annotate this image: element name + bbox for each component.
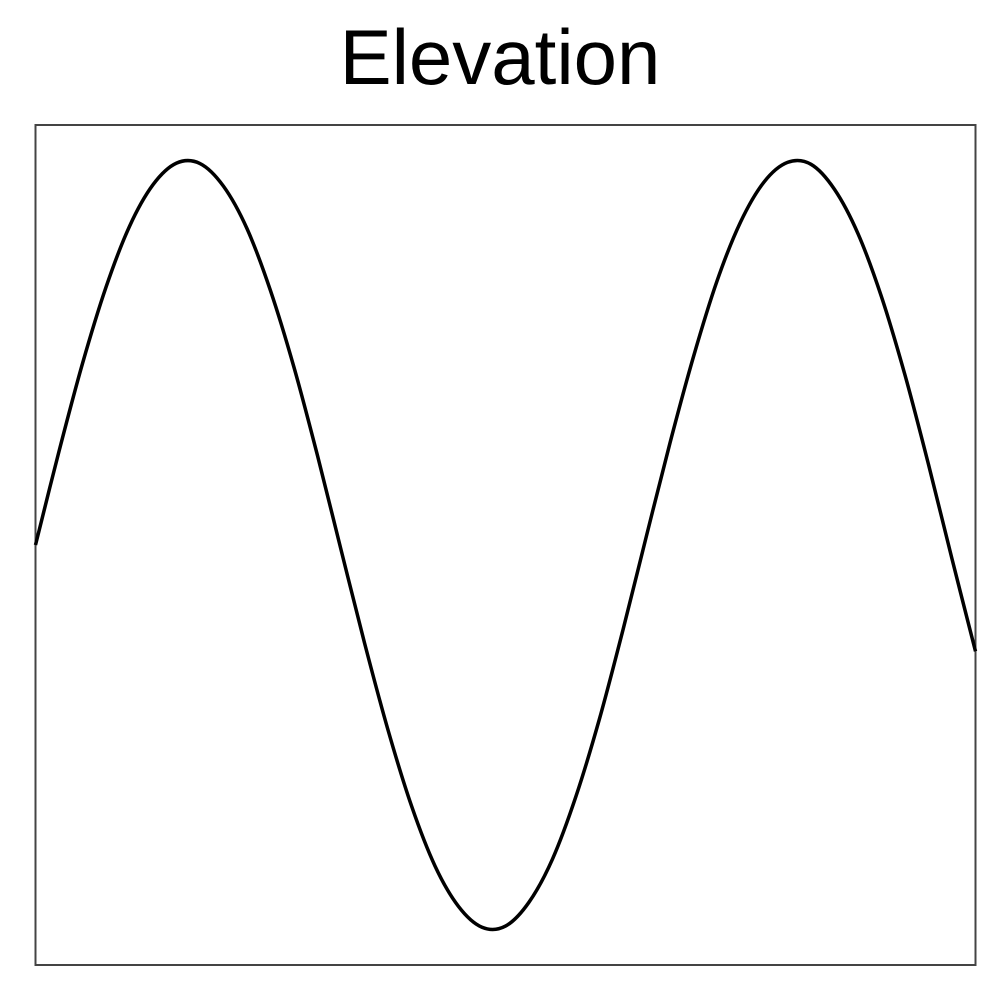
chart-title: Elevation — [339, 13, 661, 101]
plot-frame — [34, 124, 977, 966]
series-line-0 — [33, 158, 978, 932]
series-layer — [33, 158, 978, 932]
